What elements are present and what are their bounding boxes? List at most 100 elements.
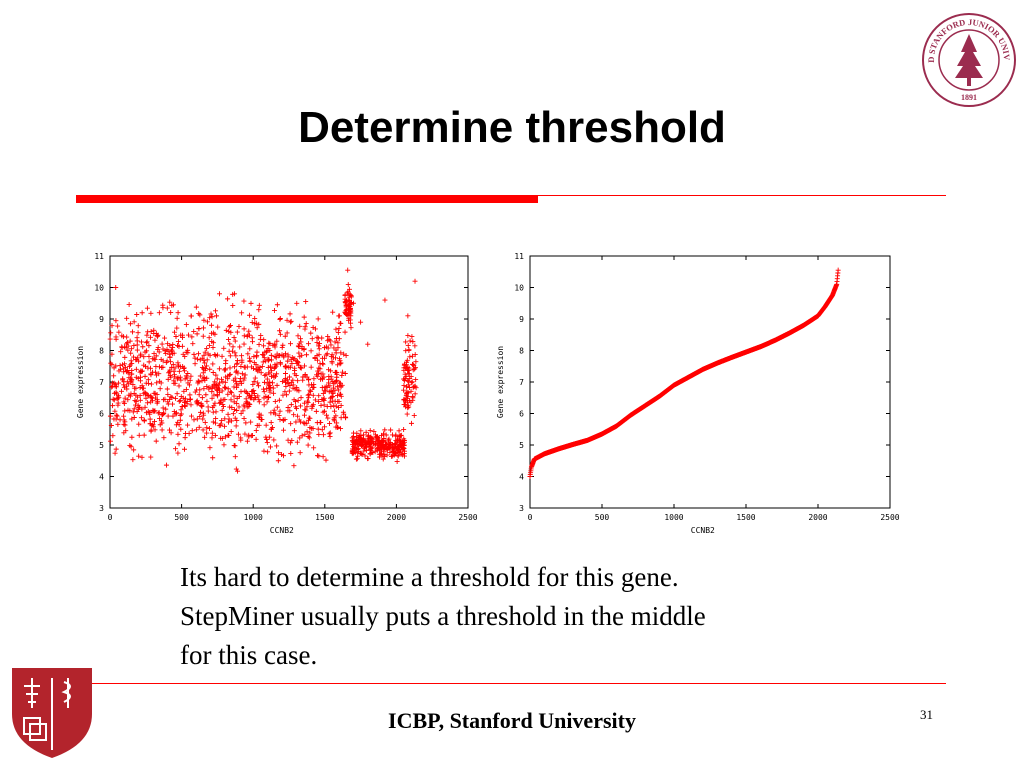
data-point [305, 417, 311, 423]
data-point [403, 339, 409, 345]
data-point [136, 432, 142, 438]
data-point [334, 377, 340, 383]
data-point [195, 356, 201, 362]
data-point [284, 330, 290, 336]
data-point [402, 365, 408, 371]
data-point [230, 291, 236, 297]
data-point [296, 341, 302, 347]
data-point [319, 335, 325, 341]
data-point [177, 417, 183, 423]
data-point [201, 376, 207, 382]
data-point [126, 302, 132, 308]
data-point [264, 436, 270, 442]
data-point [288, 451, 294, 457]
data-point [109, 351, 115, 357]
data-point [396, 446, 402, 452]
data-point [124, 315, 130, 321]
data-point [112, 450, 118, 456]
data-point [400, 452, 406, 458]
data-point [234, 361, 240, 367]
data-point [357, 437, 363, 443]
data-point [407, 338, 413, 344]
data-point [201, 317, 207, 323]
data-point [121, 384, 127, 390]
data-point [204, 430, 210, 436]
data-point [270, 342, 276, 348]
data-point [264, 348, 270, 354]
data-point [157, 378, 163, 384]
data-point [167, 369, 173, 375]
data-point [219, 418, 225, 424]
data-point [230, 411, 236, 417]
data-point [282, 389, 288, 395]
data-point [121, 413, 127, 419]
data-point [304, 398, 310, 404]
data-point [152, 395, 158, 401]
data-point [206, 335, 212, 341]
data-point [346, 298, 352, 304]
data-point [280, 417, 286, 423]
data-point [401, 362, 407, 368]
data-point [317, 366, 323, 372]
data-point [406, 371, 412, 377]
data-point [176, 344, 182, 350]
data-point [114, 384, 120, 390]
data-point [187, 377, 193, 383]
data-point [143, 395, 149, 401]
data-point [391, 449, 397, 455]
data-point [397, 433, 403, 439]
data-point [326, 367, 332, 373]
data-point [251, 354, 257, 360]
data-point [145, 329, 151, 335]
data-point [172, 365, 178, 371]
data-point [168, 310, 174, 316]
x-tick-label: 2500 [880, 513, 899, 522]
data-point [111, 397, 117, 403]
data-point [316, 343, 322, 349]
data-point [232, 350, 238, 356]
data-point [161, 410, 167, 416]
data-point [145, 393, 151, 399]
data-point [195, 351, 201, 357]
data-point [187, 397, 193, 403]
data-point [177, 374, 183, 380]
data-point [173, 395, 179, 401]
data-point [193, 304, 199, 310]
data-point [301, 400, 307, 406]
data-point [254, 353, 260, 359]
data-point [167, 427, 173, 433]
y-tick-label: 8 [519, 347, 524, 356]
data-point [112, 381, 118, 387]
data-point [297, 323, 303, 329]
data-point [268, 374, 274, 380]
data-point [156, 310, 162, 316]
data-point [173, 334, 179, 340]
footer-institution: ICBP, Stanford University [388, 708, 636, 733]
data-point [335, 345, 341, 351]
data-point [163, 406, 169, 412]
data-point [184, 401, 190, 407]
data-point [171, 378, 177, 384]
data-point [144, 400, 150, 406]
data-point [266, 394, 272, 400]
data-point [288, 402, 294, 408]
data-point [323, 457, 329, 463]
data-point [311, 445, 317, 451]
data-point [207, 315, 213, 321]
data-point [242, 431, 248, 437]
data-point [350, 440, 356, 446]
data-point [225, 386, 231, 392]
data-point [330, 309, 336, 315]
x-tick-label: 0 [108, 513, 113, 522]
data-point [237, 344, 243, 350]
data-point [344, 290, 350, 296]
caption-line: Its hard to determine a threshold for th… [180, 562, 679, 592]
data-point [144, 339, 150, 345]
data-point [271, 410, 277, 416]
data-point [182, 396, 188, 402]
data-point [321, 402, 327, 408]
data-point [316, 453, 322, 459]
data-point [235, 382, 241, 388]
data-point [241, 415, 247, 421]
data-point [156, 364, 162, 370]
